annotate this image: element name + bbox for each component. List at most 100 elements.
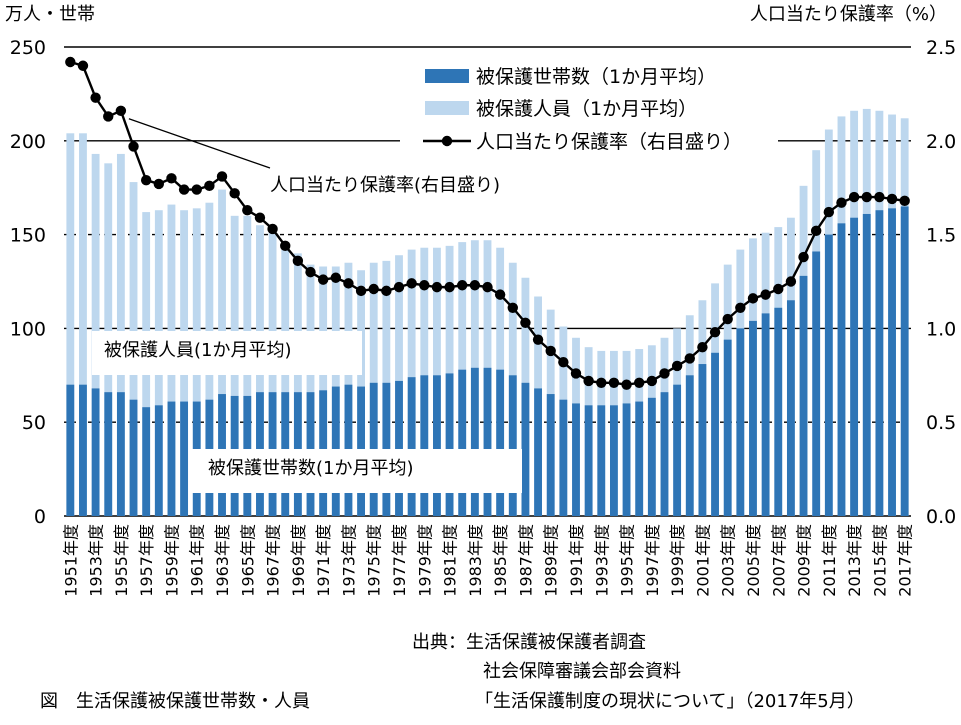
persons-bar bbox=[66, 133, 75, 516]
households-bar bbox=[167, 401, 176, 516]
households-bar bbox=[622, 403, 631, 516]
rate-point bbox=[140, 174, 152, 186]
rate-point bbox=[886, 193, 898, 205]
households-bar bbox=[685, 375, 694, 516]
households-bar bbox=[79, 384, 87, 516]
households-annotation-box bbox=[192, 449, 522, 493]
households-bar bbox=[888, 208, 896, 516]
rate-point bbox=[709, 326, 721, 338]
rate-point bbox=[570, 368, 582, 379]
x-tick-label: 1997年度 bbox=[643, 524, 662, 597]
rate-point bbox=[482, 281, 493, 293]
persons-bar bbox=[281, 243, 290, 517]
households-bar bbox=[597, 405, 606, 516]
left-tick-label: 0 bbox=[34, 506, 46, 528]
x-tick-label: 2009年度 bbox=[795, 524, 814, 597]
households-bar bbox=[546, 394, 555, 516]
legend-swatch bbox=[425, 101, 469, 115]
x-tick-label: 1959年度 bbox=[162, 524, 181, 597]
rate-point bbox=[810, 225, 822, 237]
x-tick-label: 2011年度 bbox=[820, 524, 839, 597]
rate-point bbox=[659, 368, 670, 379]
x-tick-label: 1953年度 bbox=[87, 524, 106, 597]
rate-point bbox=[722, 313, 733, 325]
rate-point bbox=[305, 266, 316, 278]
rate-point bbox=[823, 206, 835, 218]
persons-bar bbox=[306, 264, 315, 516]
x-tick-label: 1963年度 bbox=[213, 524, 232, 597]
rate-point bbox=[128, 141, 139, 152]
households-bar bbox=[824, 234, 833, 516]
households-bar bbox=[559, 399, 568, 516]
rate-point bbox=[330, 272, 341, 283]
households-bar bbox=[508, 375, 517, 516]
households-bar bbox=[483, 367, 492, 516]
source-line-3: 「生活保護制度の現状について」（2017年5月） bbox=[475, 691, 865, 712]
rate-point bbox=[393, 281, 405, 293]
households-bar bbox=[458, 369, 467, 516]
rate-callout-line bbox=[128, 118, 271, 169]
legend: 被保護世帯数（1か月平均） 被保護人員（1か月平均） 人口当たり保護率（右目盛り） bbox=[400, 52, 778, 162]
rate-point bbox=[242, 205, 253, 216]
rate-point bbox=[532, 334, 544, 345]
rate-point bbox=[583, 375, 594, 387]
x-tick-label: 1983年度 bbox=[466, 524, 485, 597]
households-bar bbox=[647, 397, 656, 516]
rate-point bbox=[343, 278, 354, 289]
households-annotation: 被保護世帯数(1か月平均) bbox=[208, 458, 414, 479]
households-bar bbox=[875, 210, 884, 516]
x-tick-label: 1981年度 bbox=[441, 524, 460, 597]
left-axis-ticks: 0 50 100 150 200 250 bbox=[10, 37, 46, 528]
x-tick-label: 2013年度 bbox=[845, 524, 864, 597]
households-bar bbox=[180, 401, 189, 516]
households-bar bbox=[154, 405, 163, 516]
rate-point bbox=[874, 191, 885, 203]
rate-point bbox=[899, 195, 910, 207]
households-bar bbox=[850, 217, 859, 516]
right-tick-label: 2.0 bbox=[926, 131, 956, 153]
rate-point bbox=[848, 191, 860, 203]
x-tick-label: 1951年度 bbox=[61, 524, 80, 597]
households-bar bbox=[470, 367, 479, 516]
rate-point bbox=[773, 283, 784, 295]
households-bar bbox=[496, 369, 505, 516]
households-bar bbox=[761, 313, 770, 516]
rate-annotation: 人口当たり保護率(右目盛り) bbox=[270, 175, 501, 196]
legend-swatch bbox=[425, 69, 469, 83]
rate-point bbox=[861, 191, 872, 203]
x-tick-label: 1967年度 bbox=[264, 524, 283, 597]
households-bar bbox=[609, 405, 618, 516]
households-bar bbox=[420, 375, 429, 516]
households-bar bbox=[774, 307, 783, 516]
rate-point bbox=[444, 281, 455, 293]
rate-point bbox=[671, 360, 683, 372]
rate-point bbox=[317, 274, 329, 285]
households-bar bbox=[534, 388, 542, 516]
left-tick-label: 50 bbox=[22, 412, 46, 434]
rate-point bbox=[596, 377, 607, 389]
rate-point bbox=[229, 188, 240, 199]
rate-point bbox=[747, 293, 759, 304]
left-tick-label: 150 bbox=[10, 225, 46, 247]
rate-point bbox=[469, 280, 481, 291]
legend-label: 被保護人員（1か月平均） bbox=[476, 98, 697, 120]
rate-point bbox=[204, 180, 215, 192]
right-tick-label: 0.5 bbox=[926, 412, 956, 434]
rate-line bbox=[65, 56, 910, 390]
rate-point bbox=[545, 345, 556, 357]
x-tick-label: 2003年度 bbox=[719, 524, 738, 597]
rate-point bbox=[494, 289, 506, 300]
rate-point bbox=[760, 289, 771, 300]
left-tick-label: 250 bbox=[10, 37, 46, 59]
right-tick-label: 1.0 bbox=[926, 318, 956, 340]
rate-point bbox=[65, 56, 76, 68]
rate-point bbox=[267, 223, 278, 235]
households-bar bbox=[584, 405, 593, 516]
households-bar bbox=[445, 373, 454, 516]
annotation-boxes bbox=[92, 331, 522, 493]
rate-point bbox=[254, 212, 266, 223]
households-bar bbox=[799, 275, 808, 516]
left-tick-label: 100 bbox=[10, 318, 46, 340]
x-tick-label: 1987年度 bbox=[516, 524, 535, 597]
